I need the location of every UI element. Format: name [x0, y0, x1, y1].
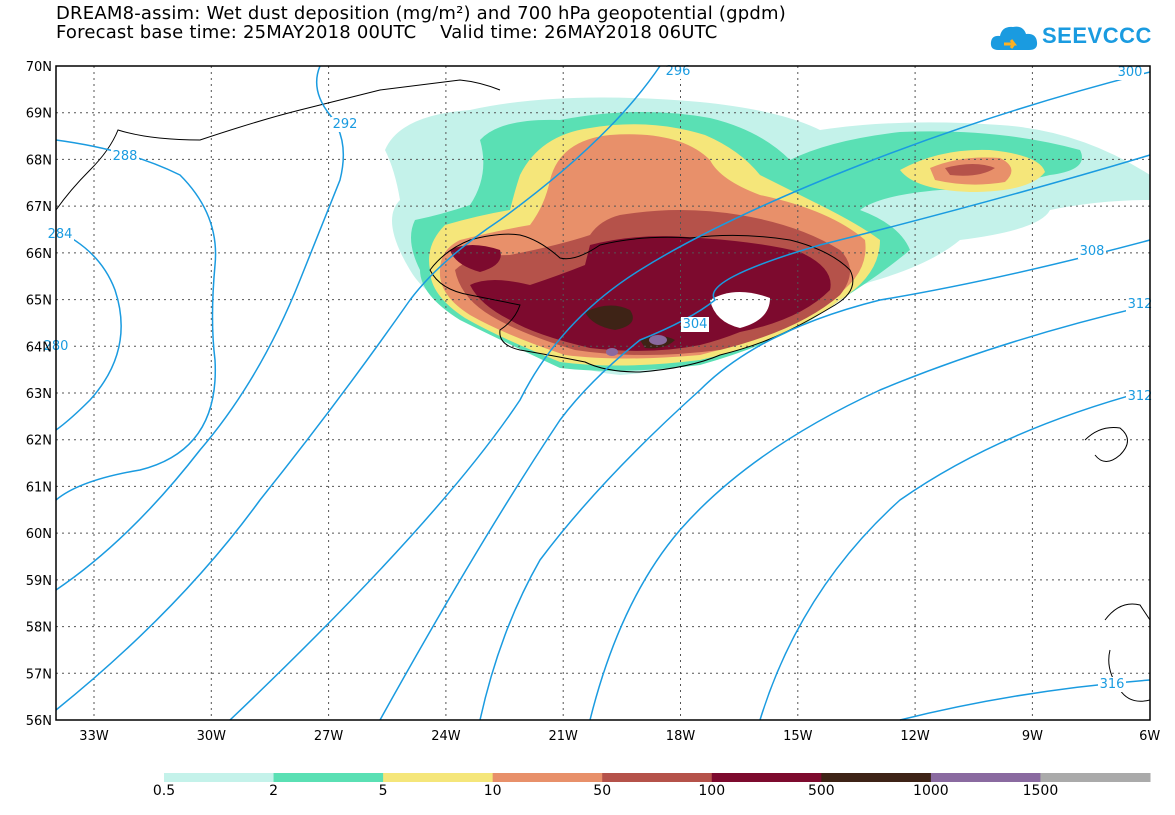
colorbar-swatch	[821, 773, 932, 782]
map-title: DREAM8-assim: Wet dust deposition (mg/m²…	[56, 3, 786, 24]
lon-label: 33W	[79, 729, 109, 744]
contour-label: 312	[1128, 297, 1153, 312]
colorbar-swatch	[711, 773, 822, 782]
lat-label: 61N	[26, 480, 52, 495]
lat-label: 66N	[26, 247, 52, 262]
colorbar-tick-label: 2	[269, 783, 279, 799]
lon-label: 15W	[783, 729, 813, 744]
colorbar-tick-label: 0.5	[152, 783, 176, 799]
geopotential-contours	[55, 65, 1151, 721]
lat-label: 59N	[26, 574, 52, 589]
colorbar-tick-label: 5	[378, 783, 388, 799]
lon-label: 27W	[314, 729, 344, 744]
lon-label: 30W	[197, 729, 227, 744]
lon-label: 18W	[666, 729, 696, 744]
contour-label: 292	[333, 117, 358, 132]
lat-label: 63N	[26, 387, 52, 402]
lat-label: 69N	[26, 107, 52, 122]
contour-label: 288	[113, 149, 138, 164]
colorbar	[164, 773, 1151, 782]
lat-label: 64N	[26, 340, 52, 355]
contour-label: 312	[1128, 389, 1153, 404]
colorbar-swatch	[930, 773, 1041, 782]
colorbar-tick-label: 10	[483, 783, 502, 799]
cloud-icon	[990, 26, 1038, 50]
contour-label: 300	[1118, 65, 1143, 80]
colorbar-swatch	[383, 773, 494, 782]
colorbar-tick-label: 1500	[1022, 783, 1059, 799]
lon-label: 6W	[1139, 729, 1160, 744]
contour-label: 316	[1100, 677, 1125, 692]
contour-label: 304	[683, 317, 708, 332]
colorbar-tick-label: 500	[807, 783, 835, 799]
contour-label: 296	[666, 64, 691, 79]
lat-label: 57N	[26, 667, 52, 682]
contour-label: 308	[1080, 244, 1105, 259]
colorbar-tick-label: 100	[698, 783, 726, 799]
dust-field	[385, 97, 1150, 375]
colorbar-swatch	[602, 773, 713, 782]
colorbar-swatch	[492, 773, 603, 782]
coastlines	[55, 79, 1151, 702]
lon-label: 12W	[900, 729, 930, 744]
lat-label: 67N	[26, 200, 52, 215]
plot-frame	[55, 65, 1151, 721]
seevccc-logo: SEEVCCC	[990, 20, 1165, 56]
lon-label: 21W	[548, 729, 578, 744]
longitude-labels: 33W 30W 27W 24W 21W 18W 15W 12W 9W 6W	[79, 729, 1160, 744]
colorbar-swatch	[164, 773, 275, 782]
logo-label: SEEVCCC	[1042, 23, 1152, 48]
lat-label: 68N	[26, 153, 52, 168]
map-subtitle: Forecast base time: 25MAY2018 00UTC Vali…	[56, 22, 718, 43]
lon-label: 9W	[1022, 729, 1043, 744]
lat-label: 56N	[26, 714, 52, 729]
lat-label: 58N	[26, 621, 52, 636]
lat-label: 62N	[26, 434, 52, 449]
lat-label: 70N	[26, 60, 52, 75]
colorbar-tick-label: 50	[593, 783, 612, 799]
lat-label: 60N	[26, 527, 52, 542]
latitude-labels: 70N 69N 68N 67N 66N 65N 64N 63N 62N 61N 60N 59N 58N 5…	[26, 60, 52, 729]
dust-level-1000	[649, 335, 667, 345]
colorbar-tick-label: 1000	[913, 783, 949, 799]
contour-label: 284	[48, 227, 73, 242]
colorbar-swatch	[1040, 773, 1151, 782]
lat-label: 65N	[26, 294, 52, 309]
lon-label: 24W	[431, 729, 461, 744]
colorbar-swatch	[273, 773, 384, 782]
